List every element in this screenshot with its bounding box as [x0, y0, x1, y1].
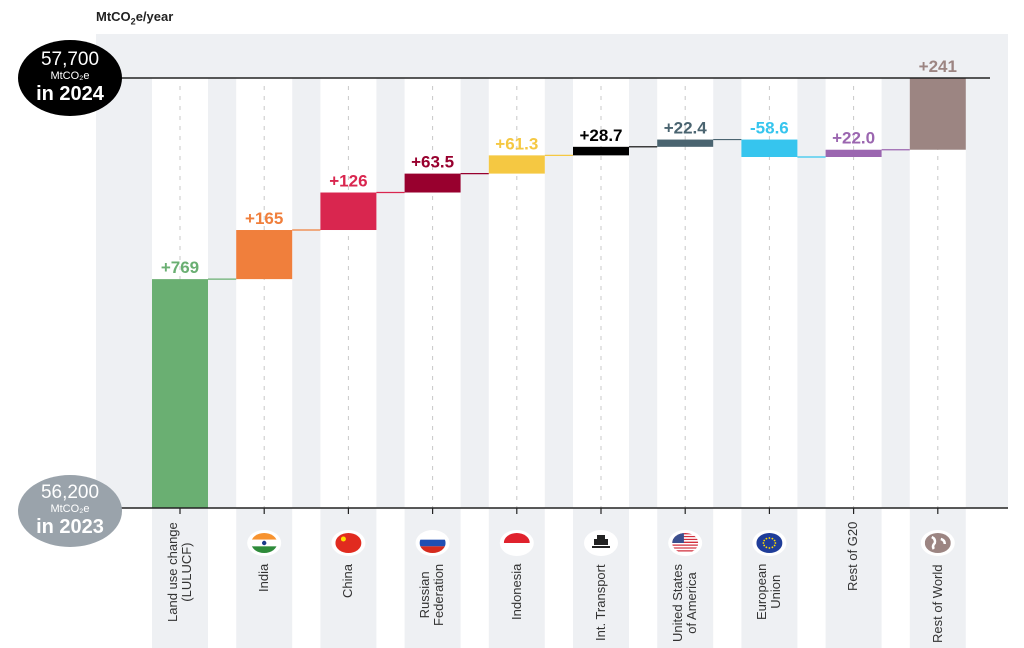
- start-value: 56,200: [40, 482, 100, 503]
- bar-5: [573, 146, 629, 156]
- bar-0: [152, 279, 208, 508]
- end-unit: MtCO₂e: [50, 70, 90, 82]
- value-label-4: +61.3: [495, 134, 538, 153]
- category-label-5: Int. Transport: [592, 564, 608, 641]
- category-label-0: Land use change (LULUCF): [164, 522, 194, 622]
- category-label-4: Indonesia: [508, 563, 524, 620]
- column-band: [404, 78, 461, 508]
- end-year: in 2024: [36, 83, 104, 105]
- value-label-7: -58.6: [750, 119, 789, 138]
- category-label-1: India: [256, 563, 272, 592]
- bar-6: [657, 139, 714, 147]
- bar-8: [825, 149, 882, 157]
- label-band: [152, 508, 208, 648]
- end-value: 57,700: [40, 49, 100, 70]
- label-band: [825, 508, 882, 648]
- category-label-8: Rest of G20: [845, 521, 861, 591]
- category-label-9: Rest of World: [929, 564, 945, 643]
- value-label-8: +22.0: [832, 129, 875, 148]
- globe-icon: [920, 530, 955, 556]
- value-label-5: +28.7: [579, 126, 622, 145]
- value-label-6: +22.4: [664, 119, 708, 138]
- column-band: [236, 78, 293, 508]
- start-total-label: 56,200 MtCO₂e in 2023: [18, 483, 122, 537]
- start-unit: MtCO₂e: [50, 503, 90, 515]
- category-label-7: European Union: [754, 563, 784, 620]
- bar-9: [909, 78, 966, 150]
- category-label-3: Russian Federation: [417, 563, 447, 626]
- end-ellipse: [18, 40, 122, 116]
- value-label-1: +165: [245, 209, 283, 228]
- indonesia-flag-icon: [499, 530, 534, 556]
- end-total-label: 57,700 MtCO₂e in 2024: [18, 50, 122, 104]
- start-year: in 2023: [36, 516, 104, 538]
- y-axis-unit-label: MtCO2e/year: [96, 9, 174, 27]
- china-flag-icon: [331, 530, 366, 556]
- value-label-0: +769: [161, 258, 199, 277]
- bar-1: [236, 230, 293, 280]
- india-flag-icon: [247, 530, 282, 556]
- bar-7: [741, 139, 798, 157]
- eu-flag-icon: [752, 530, 787, 556]
- start-ellipse: [18, 475, 122, 547]
- russia-flag-icon: [415, 530, 450, 556]
- category-label-2: China: [340, 564, 356, 598]
- bar-2: [320, 192, 377, 231]
- value-label-2: +126: [329, 172, 367, 191]
- column-band: [320, 78, 377, 508]
- ship-icon: [584, 530, 618, 556]
- value-label-3: +63.5: [411, 153, 454, 172]
- category-label-6: United States of America: [669, 563, 700, 642]
- value-label-9: +241: [919, 57, 957, 76]
- bar-4: [488, 155, 545, 174]
- usa-flag-icon: [668, 530, 703, 556]
- bar-3: [404, 173, 461, 193]
